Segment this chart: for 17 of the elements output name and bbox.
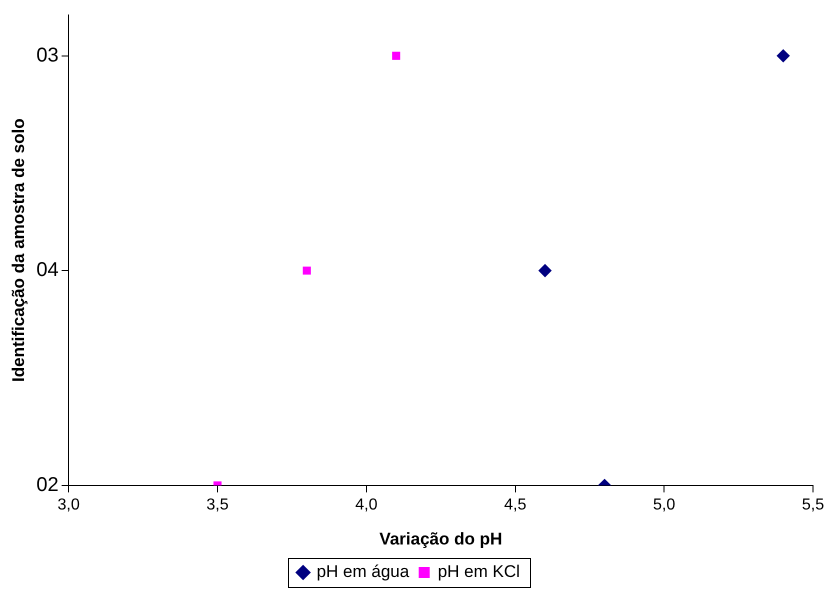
x-tick-label: 3,0 bbox=[58, 496, 80, 514]
y-axis-title: Identificação da amostra de solo bbox=[8, 118, 28, 382]
legend-label: pH em água bbox=[316, 562, 410, 582]
legend-label: pH em KCl bbox=[438, 562, 520, 582]
point bbox=[302, 266, 311, 275]
point bbox=[538, 264, 552, 278]
y-tick-label: 03 bbox=[36, 44, 59, 66]
x-tick-label: 4,5 bbox=[504, 496, 526, 514]
point bbox=[776, 49, 790, 62]
y-tick-label: 02 bbox=[36, 474, 59, 496]
x-tick-label: 5,5 bbox=[802, 496, 824, 514]
y-tick-label: 04 bbox=[36, 259, 59, 282]
x-tick-label: 5,0 bbox=[653, 496, 676, 514]
point bbox=[392, 52, 400, 60]
x-axis-title: Variação do pH bbox=[379, 529, 502, 548]
x-tick-label: 3,5 bbox=[206, 496, 229, 514]
x-tick-label: 4,0 bbox=[355, 496, 378, 514]
